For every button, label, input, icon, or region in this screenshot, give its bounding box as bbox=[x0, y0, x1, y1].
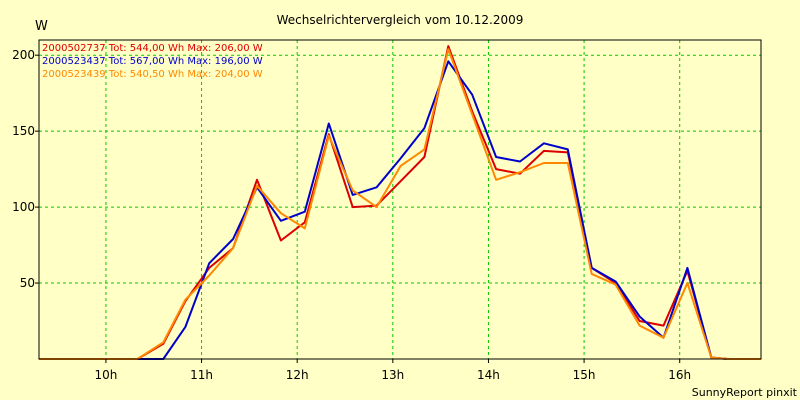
grid bbox=[39, 40, 761, 359]
y-tick-label: 50 bbox=[20, 276, 35, 290]
chart-title: Wechselrichtervergleich vom 10.12.2009 bbox=[277, 13, 524, 27]
legend-entry-2000502737: 2000502737 Tot: 544,00 Wh Max: 206,00 W bbox=[42, 43, 263, 54]
x-tick-label: 15h bbox=[573, 368, 596, 382]
legend-entry-2000523439: 2000523439 Tot: 540,50 Wh Max: 204,00 W bbox=[42, 69, 263, 80]
legend-entry-2000523437: 2000523437 Tot: 567,00 Wh Max: 196,00 W bbox=[42, 56, 263, 67]
x-tick-label: 10h bbox=[95, 368, 118, 382]
x-tick-label: 12h bbox=[286, 368, 309, 382]
x-tick-label: 11h bbox=[190, 368, 213, 382]
y-tick-label: 100 bbox=[12, 200, 35, 214]
axes: 50 100 150 200 10h 11h 12h 13h 14h 15h 16h bbox=[12, 39, 762, 382]
y-tick-label: 200 bbox=[12, 48, 35, 62]
x-tick-label: 13h bbox=[381, 368, 404, 382]
x-tick-label: 16h bbox=[668, 368, 691, 382]
footer-credit: SunnyReport pinxit bbox=[692, 386, 798, 399]
x-tick-label: 14h bbox=[477, 368, 500, 382]
series-line-2000523439 bbox=[39, 48, 761, 360]
series-group bbox=[39, 45, 761, 360]
y-tick-label: 150 bbox=[12, 124, 35, 138]
plot-frame bbox=[38, 39, 762, 360]
y-axis-unit: W bbox=[35, 19, 48, 34]
legend: 2000502737 Tot: 544,00 Wh Max: 206,00 W 2… bbox=[42, 43, 263, 80]
